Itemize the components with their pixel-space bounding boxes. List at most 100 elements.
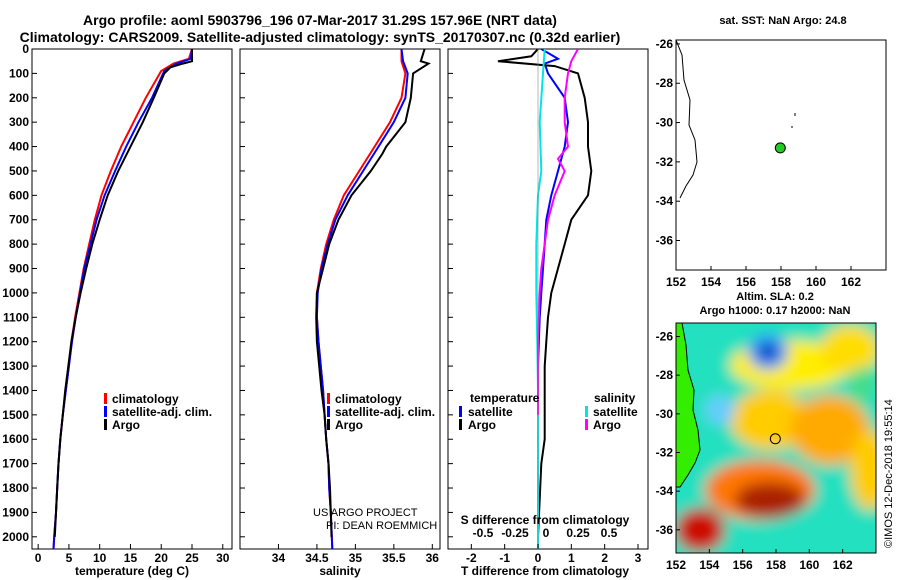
depth-tick-label: 700	[9, 213, 29, 227]
temperature-xlabel: temperature (deg C)	[75, 564, 189, 578]
sla-map: Altim. SLA: 0.2 Argo h1000: 0.17 h2000: …	[656, 291, 877, 572]
x-tick-label: 25	[185, 551, 199, 565]
x-tick-label: 10	[93, 551, 107, 565]
depth-tick-label: 100	[9, 66, 29, 80]
legend-swatch-argo	[327, 419, 330, 430]
difference-panel: -2 -1 0 1 2 3 T difference from climatology S…	[447, 48, 649, 578]
depth-tick-label: 400	[9, 140, 29, 154]
pi-credit: PI: DEAN ROEMMICH	[326, 520, 437, 532]
x-tick-label: 1	[568, 551, 575, 565]
imos-credit: ©IMOS 12-Dec-2018 19:55:14	[883, 399, 895, 548]
title-line-1: Argo profile: aoml 5903796_196 07-Mar-20…	[83, 12, 557, 28]
depth-tick-label: 1100	[3, 310, 29, 324]
legend-swatch-climatology	[104, 393, 107, 404]
top-tick-label: 0.25	[566, 526, 590, 540]
x-tick-label: 3	[635, 551, 642, 565]
series-line-t-satellite	[537, 49, 570, 549]
x-tick-label: 36	[426, 551, 440, 565]
map-x-tick-label: 160	[806, 275, 826, 289]
sla-field	[676, 323, 876, 553]
map-y-tick-label: -36	[656, 234, 674, 248]
depth-axis: 0 100 200 300 400 500 600 700 800 900 1000 1100 1200…	[2, 42, 29, 544]
x-tick-label: 34	[272, 551, 286, 565]
legend-swatch-satellite	[104, 406, 107, 417]
depth-tick-label: 200	[9, 91, 29, 105]
land	[676, 323, 701, 488]
legend-swatch-s-argo	[585, 419, 588, 430]
map-x-tick-label: 154	[701, 275, 721, 289]
legend-swatch-s-satellite	[585, 406, 588, 417]
map-y-tick-label: -30	[656, 407, 674, 421]
map-x-tick-label: 160	[799, 558, 819, 572]
depth-tick-label: 1800	[2, 481, 29, 495]
x-tick-label: 5	[66, 551, 73, 565]
temperature-legend: climatology satellite-adj. clim. Argo	[104, 392, 212, 432]
map-x-tick-label: 154	[699, 558, 719, 572]
temperature-frame	[31, 48, 233, 550]
top-tick-label: -0.5	[473, 526, 494, 540]
difference-xlabel-top: S difference from climatology	[461, 513, 630, 527]
legend-swatch-climatology	[327, 393, 330, 404]
map-y-tick-label: -28	[656, 76, 674, 90]
legend-title-temperature: temperature	[470, 391, 540, 405]
depth-tick-label: 2000	[2, 530, 29, 544]
x-tick-label: 0	[35, 551, 42, 565]
map-y-tick-label: -34	[656, 484, 674, 498]
map-y-tick-label: -26	[656, 330, 674, 344]
x-tick-label: 35.5	[382, 551, 406, 565]
depth-tick-label: 1200	[2, 335, 29, 349]
map-y-tick-label: -36	[656, 523, 674, 537]
depth-tick-label: 1600	[2, 432, 29, 446]
series-line-satellite-adj-clim-	[315, 49, 409, 549]
map-y-tick-label: -30	[656, 116, 674, 130]
series-line-argo	[315, 49, 431, 537]
depth-tick-label: 1000	[2, 286, 29, 300]
depth-tick-label: 600	[9, 188, 29, 202]
depth-tick-label: 1900	[2, 505, 29, 519]
legend-label-argo: Argo	[112, 418, 140, 432]
sst-map-frame	[675, 39, 887, 271]
x-tick-label: 35	[349, 551, 363, 565]
map-x-tick-label: 162	[841, 275, 861, 289]
sst-map: sat. SST: NaN Argo: 24.8 152 154 156 158 160…	[656, 15, 887, 289]
x-tick-label: -2	[466, 551, 477, 565]
sst-map-title: sat. SST: NaN Argo: 24.8	[719, 15, 846, 27]
depth-tick-label: 1500	[2, 408, 29, 422]
legend-label-argo: Argo	[335, 418, 363, 432]
legend-title-salinity: salinity	[594, 391, 636, 405]
map-y-tick-label: -26	[656, 37, 674, 51]
coastline	[676, 40, 698, 199]
legend-swatch-satellite	[327, 406, 330, 417]
depth-tick-label: 1400	[2, 383, 29, 397]
map-y-tick-label: -32	[656, 445, 674, 459]
sla-map-title-1: Altim. SLA: 0.2	[736, 291, 814, 303]
x-tick-label: 15	[124, 551, 138, 565]
series-line-t-argo	[497, 49, 593, 537]
map-x-tick-label: 158	[771, 275, 791, 289]
map-x-tick-label: 152	[666, 558, 686, 572]
depth-tick-label: 300	[9, 115, 29, 129]
depth-tick-label: 800	[9, 237, 29, 251]
x-tick-label: 20	[155, 551, 169, 565]
x-tick-label: 30	[216, 551, 230, 565]
series-line-climatology	[52, 49, 193, 549]
top-tick-label: -0.25	[501, 526, 529, 540]
legend-label-climatology: climatology	[112, 392, 179, 406]
legend-swatch-t-satellite	[459, 406, 462, 417]
map-y-tick-label: -28	[656, 368, 674, 382]
depth-tick-label: 0	[22, 42, 29, 56]
depth-tick-label: 900	[9, 262, 29, 276]
depth-tick-label: 500	[9, 164, 29, 178]
salinity-frame	[239, 48, 441, 550]
legend-label-satellite: satellite-adj. clim.	[335, 405, 435, 419]
legend-swatch-t-argo	[459, 419, 462, 430]
x-tick-label: 34.5	[305, 551, 329, 565]
legend-swatch-argo	[104, 419, 107, 430]
temperature-panel: 0 5 10 15 20 25 30 temperature (deg C) climato…	[31, 48, 233, 578]
map-y-tick-label: -34	[656, 194, 674, 208]
salinity-legend: climatology satellite-adj. clim. Argo	[327, 392, 435, 432]
legend-label-satellite: satellite-adj. clim.	[112, 405, 212, 419]
difference-xlabel: T difference from climatology	[461, 564, 629, 578]
difference-legend: temperature satellite Argo salinity sate…	[459, 391, 638, 432]
legend-label-s-argo: Argo	[593, 418, 621, 432]
